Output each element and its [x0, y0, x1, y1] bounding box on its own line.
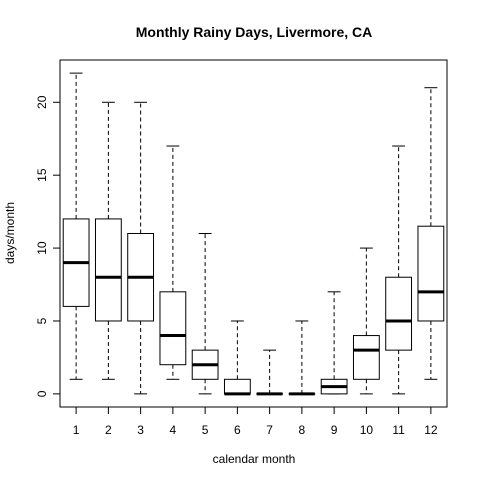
x-tick-label: 8	[299, 423, 306, 437]
y-axis-label: days/month	[3, 202, 17, 264]
box-month-12	[417, 87, 445, 380]
y-tick-label: 15	[35, 168, 49, 182]
box-month-9	[320, 291, 348, 395]
x-tick-label: 12	[424, 423, 438, 437]
iqr-box	[159, 291, 187, 366]
x-tick-label: 4	[170, 423, 177, 437]
x-tick-label: 10	[360, 423, 374, 437]
iqr-box	[417, 225, 445, 322]
iqr-box	[223, 378, 251, 395]
box-month-11	[385, 145, 413, 395]
plot-frame	[59, 59, 448, 408]
box-series	[62, 72, 445, 396]
x-tick-label: 6	[234, 423, 241, 437]
y-tick-label: 20	[35, 95, 49, 109]
iqr-box	[352, 335, 380, 380]
box-month-10	[352, 247, 380, 395]
x-tick-label: 9	[331, 423, 338, 437]
box-month-4	[159, 145, 187, 380]
box-month-3	[127, 101, 155, 395]
y-tick-label: 10	[35, 241, 49, 255]
y-tick-label: 0	[35, 390, 49, 397]
x-tick-label: 2	[105, 423, 112, 437]
iqr-box	[94, 218, 122, 322]
x-tick-label: 7	[266, 423, 273, 437]
box-month-8	[288, 320, 316, 396]
box-month-1	[62, 72, 90, 380]
x-tick-label: 3	[137, 423, 144, 437]
x-tick-label: 1	[73, 423, 80, 437]
box-month-2	[94, 101, 122, 380]
x-tick-label: 11	[392, 423, 405, 437]
x-axis: 1 2 3 4 5 6 7 8 9 10 11 12	[73, 407, 438, 437]
iqr-box	[385, 276, 413, 351]
x-axis-label: calendar month	[213, 452, 296, 466]
x-tick-label: 5	[202, 423, 209, 437]
box-month-5	[191, 233, 219, 395]
chart-title: Monthly Rainy Days, Livermore, CA	[136, 24, 373, 40]
box-month-6	[223, 320, 251, 396]
y-axis: 0 5 10 15 20	[35, 95, 60, 397]
y-tick-label: 5	[35, 317, 49, 324]
box-month-7	[256, 349, 284, 396]
